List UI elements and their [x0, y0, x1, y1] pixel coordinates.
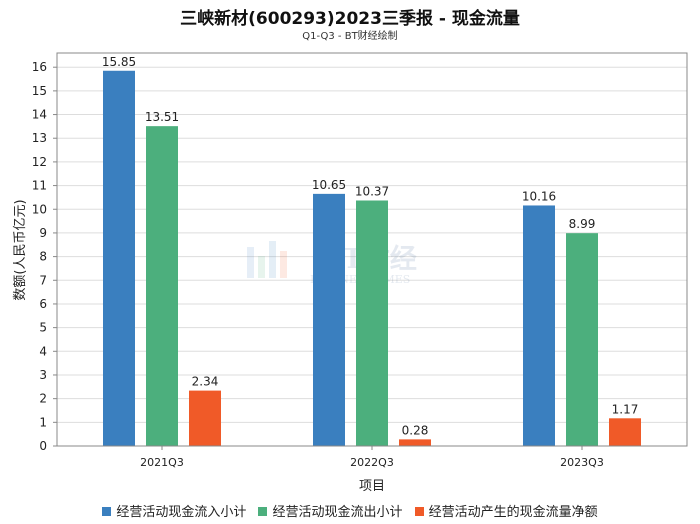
legend-item-outflow: 经营活动现金流出小计 [258, 501, 403, 520]
legend-swatch-inflow [102, 507, 112, 516]
y-tick-label: 11 [32, 179, 47, 193]
legend-swatch-outflow [258, 507, 268, 516]
x-tick-label: 2022Q3 [350, 456, 394, 469]
y-tick-label: 6 [39, 297, 47, 311]
legend-label-inflow: 经营活动现金流入小计 [116, 505, 247, 520]
data-label: 8.99 [569, 217, 596, 231]
y-tick-label: 2 [39, 392, 47, 406]
y-tick-label: 16 [32, 60, 47, 74]
bars: 15.85 13.51 2.34 10.65 10.37 0.28 10.16 8.99 1.1… [102, 55, 641, 446]
y-tick-label: 8 [39, 250, 47, 264]
legend-swatch-net [414, 507, 424, 516]
legend-label-net: 经营活动产生的现金流量净额 [428, 505, 598, 520]
y-tick-label: 14 [32, 108, 47, 122]
x-tick-label: 2023Q3 [560, 456, 604, 469]
y-tick-label: 4 [39, 344, 47, 358]
bar [146, 126, 178, 446]
y-tick-label: 5 [39, 321, 47, 335]
bar [356, 200, 388, 446]
y-tick-label: 7 [39, 273, 47, 287]
legend: 经营活动现金流入小计 经营活动现金流出小计 经营活动产生的现金流量净额 [0, 501, 700, 520]
data-label: 15.85 [102, 55, 136, 69]
y-tick-label: 3 [39, 368, 47, 382]
chart-subtitle: Q1-Q3 - BT财经绘制 [302, 31, 398, 42]
legend-item-inflow: 经营活动现金流入小计 [102, 501, 246, 520]
data-label: 10.16 [522, 189, 556, 203]
chart-title: 三峡新材(600293)2023三季报 - 现金流量 [180, 9, 520, 29]
watermark-logo-bar-2 [258, 256, 265, 278]
bar [609, 418, 641, 446]
x-tick-label: 2021Q3 [140, 456, 184, 469]
bar [523, 205, 555, 446]
data-label: 13.51 [145, 110, 179, 124]
bar [566, 233, 598, 446]
watermark-logo-bar-1 [247, 247, 254, 278]
data-label: 2.34 [192, 375, 219, 389]
y-tick-label: 12 [32, 155, 47, 169]
legend-label-outflow: 经营活动现金流出小计 [272, 505, 403, 520]
y-axis-label: 数额(人民币亿元) [13, 199, 28, 300]
data-label: 10.37 [355, 184, 389, 198]
x-axis-label: 项目 [359, 479, 385, 494]
bar [313, 193, 345, 446]
bar [189, 390, 221, 446]
y-tick-label: 0 [39, 439, 47, 453]
y-tick-label: 1 [39, 415, 47, 429]
bar [103, 70, 135, 446]
data-label: 1.17 [612, 402, 639, 416]
watermark-logo-bar-3 [269, 241, 276, 278]
data-label: 0.28 [402, 423, 429, 437]
y-tick-label: 15 [32, 84, 47, 98]
y-tick-label: 9 [39, 226, 47, 240]
legend-item-net: 经营活动产生的现金流量净额 [414, 501, 598, 520]
data-label: 10.65 [312, 178, 346, 192]
bar [399, 439, 431, 446]
y-tick-label: 13 [32, 131, 47, 145]
watermark-logo-bar-4 [280, 251, 287, 278]
y-tick-label: 10 [32, 202, 47, 216]
